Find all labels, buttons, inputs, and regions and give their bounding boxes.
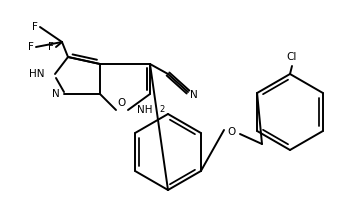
Text: F: F: [28, 42, 34, 52]
Text: 2: 2: [159, 106, 164, 114]
Text: NH: NH: [137, 105, 152, 115]
Text: Cl: Cl: [287, 52, 297, 62]
Text: F: F: [32, 22, 38, 32]
Text: HN: HN: [29, 69, 45, 79]
Text: N: N: [190, 90, 198, 100]
Text: N: N: [52, 89, 60, 99]
Text: O: O: [118, 98, 126, 108]
Text: O: O: [228, 127, 236, 137]
Text: F: F: [48, 42, 54, 52]
